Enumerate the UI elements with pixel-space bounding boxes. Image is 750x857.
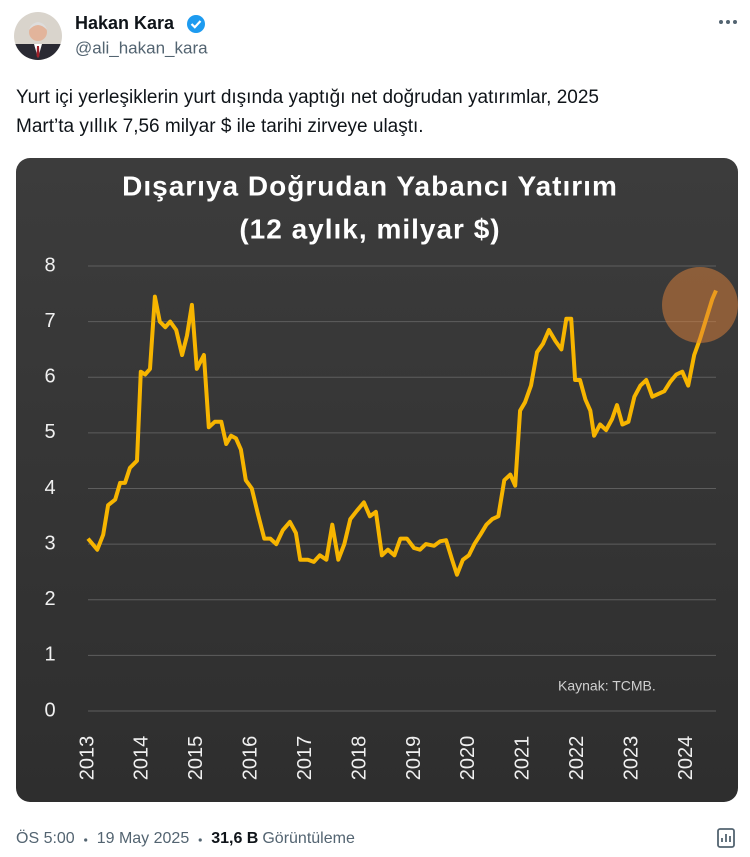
x-tick-label: 2022 xyxy=(566,736,588,781)
chart-background xyxy=(16,158,738,802)
x-tick-label: 2018 xyxy=(348,736,370,781)
y-tick-label: 1 xyxy=(44,644,55,666)
chart-subtitle: (12 aylık, milyar $) xyxy=(239,213,500,244)
y-tick-label: 0 xyxy=(44,699,55,721)
y-tick-label: 8 xyxy=(44,254,55,276)
x-tick-label: 2014 xyxy=(131,736,153,781)
author-name[interactable]: Hakan Kara xyxy=(75,13,175,33)
data-line xyxy=(86,289,718,577)
avatar[interactable] xyxy=(14,12,62,64)
chart-title: Dışarıya Doğrudan Yabancı Yatırım xyxy=(122,170,618,201)
x-tick-label: 2021 xyxy=(512,736,534,781)
tweet-text: Yurt içi yerleşiklerin yurt dışında yapt… xyxy=(16,87,599,108)
x-tick-label: 2016 xyxy=(240,736,262,781)
separator-dot xyxy=(198,838,202,842)
y-tick-label: 4 xyxy=(44,477,55,499)
tweet-text: Mart’ta yıllık 7,56 milyar $ ile tarihi … xyxy=(16,116,424,137)
y-tick-label: 5 xyxy=(44,421,55,443)
x-tick-label: 2017 xyxy=(294,736,316,781)
x-tick-label: 2015 xyxy=(185,736,207,781)
y-tick-label: 6 xyxy=(44,366,55,388)
separator-dot xyxy=(84,838,88,842)
y-tick-label: 7 xyxy=(44,310,55,332)
y-tick-label: 3 xyxy=(44,532,55,554)
time[interactable]: ÖS 5:00 xyxy=(16,829,75,847)
author-handle[interactable]: @ali_hakan_kara xyxy=(75,38,208,57)
date[interactable]: 19 May 2025 xyxy=(97,830,190,847)
x-tick-label: 2023 xyxy=(620,736,642,781)
x-tick-label: 2024 xyxy=(675,736,697,781)
view-label: Görüntüleme xyxy=(262,830,355,847)
highlight-circle xyxy=(662,267,738,343)
analytics-icon[interactable] xyxy=(717,828,735,848)
source-note: Kaynak: TCMB. xyxy=(558,678,656,694)
view-count: 31,6 B xyxy=(211,830,258,847)
tweet-meta: ÖS 5:00 19 May 2025 31,6 B Görüntüleme xyxy=(16,829,355,847)
x-tick-label: 2019 xyxy=(403,736,425,781)
y-tick-label: 2 xyxy=(44,588,55,610)
x-tick-label: 2013 xyxy=(76,736,98,781)
more-button[interactable] xyxy=(719,20,737,24)
chart[interactable]: Dışarıya Doğrudan Yabancı Yatırım (12 ay… xyxy=(16,158,738,802)
verified-badge xyxy=(187,15,205,33)
x-tick-label: 2020 xyxy=(457,736,479,781)
